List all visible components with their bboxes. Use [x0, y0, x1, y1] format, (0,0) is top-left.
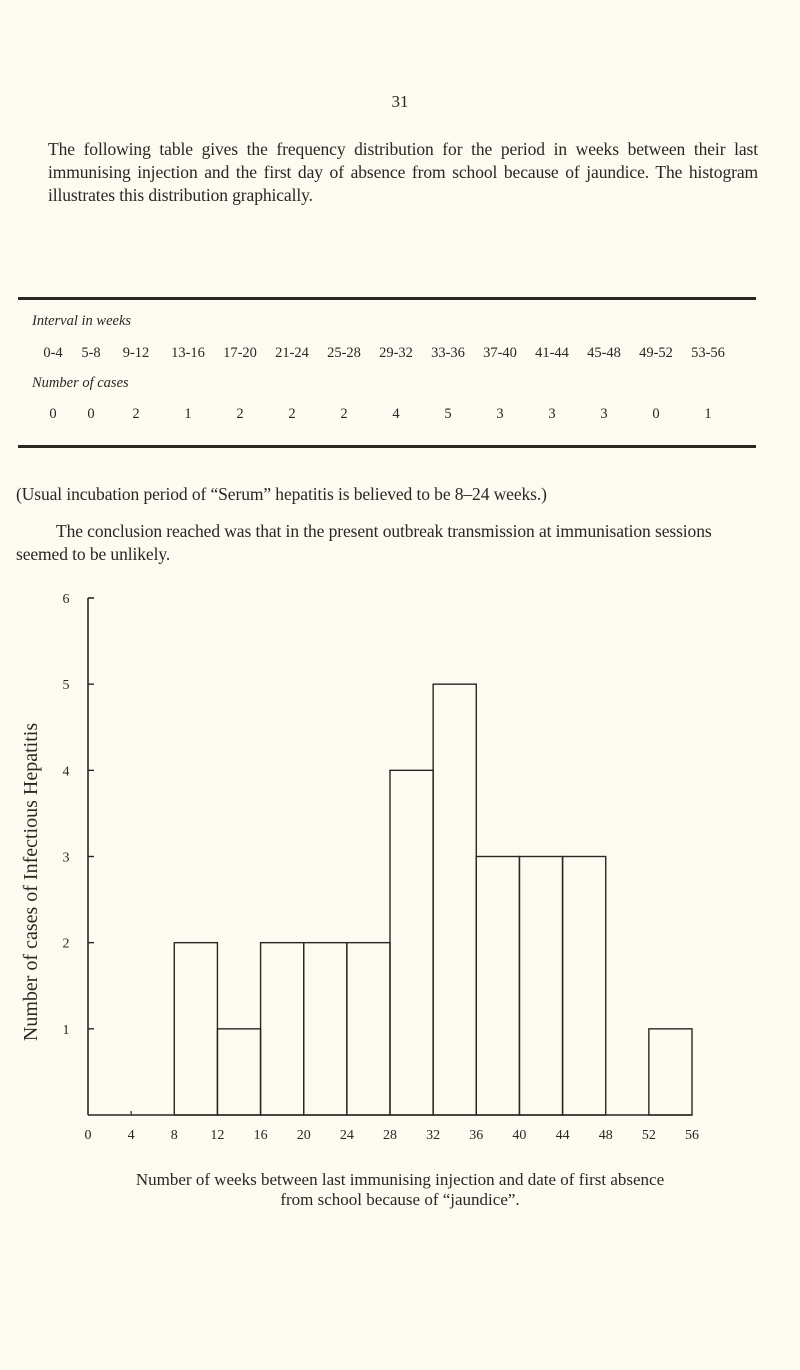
interval-cell: 9-12 — [122, 345, 150, 361]
x-tick-label: 28 — [383, 1128, 397, 1143]
histogram-bar — [303, 941, 348, 1116]
interval-cell: 13-16 — [171, 345, 205, 361]
cases-cell: 4 — [392, 406, 400, 422]
cases-cell: 0 — [652, 406, 660, 422]
caption-line-2: from school because of “jaundice”. — [280, 1190, 520, 1209]
histogram-bar — [259, 941, 305, 1116]
incubation-note: (Usual incubation period of “Serum” hepa… — [16, 484, 547, 504]
x-tick-label: 8 — [171, 1128, 178, 1143]
x-tick-label: 4 — [128, 1128, 135, 1143]
interval-cell: 41-44 — [535, 345, 569, 361]
interval-cell: 45-48 — [587, 345, 621, 361]
histogram-bar — [173, 941, 219, 1116]
histogram-bar — [475, 855, 521, 1116]
cases-cell: 5 — [444, 406, 452, 422]
y-tick-label: 1 — [63, 1023, 70, 1038]
interval-cell: 49-52 — [639, 345, 673, 361]
y-tick-label: 4 — [63, 764, 70, 779]
y-axis-label: Number of cases of Infectious Hepatitis — [20, 722, 42, 1042]
cases-cell: 1 — [184, 406, 192, 422]
cases-cell: 2 — [132, 406, 140, 422]
interval-cell: 33-36 — [431, 345, 465, 361]
conclusion-text: The conclusion reached was that in the p… — [16, 521, 712, 564]
histogram-bar — [432, 683, 477, 1116]
cases-row: 0 0 2 1 2 2 2 4 5 3 3 3 0 1 — [34, 406, 734, 423]
intro-paragraph: The following table gives the frequency … — [48, 139, 758, 205]
x-tick-label: 52 — [642, 1128, 656, 1143]
table-bottom-rule — [18, 445, 756, 448]
cases-cell: 3 — [548, 406, 556, 422]
x-tick-label: 48 — [599, 1128, 613, 1143]
interval-cell: 25-28 — [327, 345, 361, 361]
cases-cell: 0 — [49, 406, 57, 422]
y-tick-label: 2 — [63, 937, 70, 952]
cases-cell: 2 — [340, 406, 348, 422]
x-tick-label: 44 — [556, 1128, 570, 1143]
figure-caption: Number of weeks between last immunising … — [0, 1170, 800, 1210]
interval-label: Interval in weeks — [32, 313, 132, 329]
interval-cell: 21-24 — [275, 345, 309, 361]
interval-cell: 29-32 — [379, 345, 413, 361]
y-tick-label: 3 — [63, 851, 70, 866]
interval-cell: 5-8 — [81, 345, 101, 361]
x-tick-label: 24 — [340, 1128, 354, 1143]
x-tick-label: 56 — [685, 1128, 699, 1143]
histogram-bar — [389, 769, 434, 1116]
page-number: 31 — [391, 92, 409, 111]
cases-cell: 1 — [704, 406, 712, 422]
x-tick-label: 16 — [254, 1128, 268, 1143]
histogram-bar — [346, 941, 391, 1116]
conclusion-paragraph: The conclusion reached was that in the p… — [16, 520, 756, 566]
interval-cell: 53-56 — [691, 345, 725, 361]
cases-cell: 0 — [87, 406, 95, 422]
y-tick-label: 6 — [63, 592, 70, 607]
interval-cell: 37-40 — [483, 345, 517, 361]
cases-cell: 2 — [288, 406, 296, 422]
cases-cell: 2 — [236, 406, 244, 422]
x-tick-label: 0 — [85, 1128, 92, 1143]
histogram-bar — [561, 855, 607, 1116]
x-tick-label: 36 — [469, 1128, 483, 1143]
x-tick-label: 12 — [210, 1128, 224, 1143]
y-tick-label: 5 — [63, 678, 70, 693]
x-tick-label: 40 — [512, 1128, 526, 1143]
cases-label: Number of cases — [32, 375, 129, 391]
histogram-bar — [518, 855, 564, 1116]
caption-line-1: Number of weeks between last immunising … — [135, 1170, 665, 1189]
histogram-bar — [648, 1028, 693, 1116]
cases-cell: 3 — [600, 406, 608, 422]
x-tick-label: 32 — [426, 1128, 440, 1143]
histogram-bar — [216, 1028, 262, 1116]
x-tick-label: 20 — [297, 1128, 311, 1143]
cases-cell: 3 — [496, 406, 504, 422]
interval-row: 0-4 5-8 9-12 13-16 17-20 21-24 25-28 29-32 33-36… — [34, 345, 734, 362]
interval-cell: 0-4 — [43, 345, 63, 361]
table-top-rule — [18, 297, 756, 300]
interval-cell: 17-20 — [223, 345, 257, 361]
